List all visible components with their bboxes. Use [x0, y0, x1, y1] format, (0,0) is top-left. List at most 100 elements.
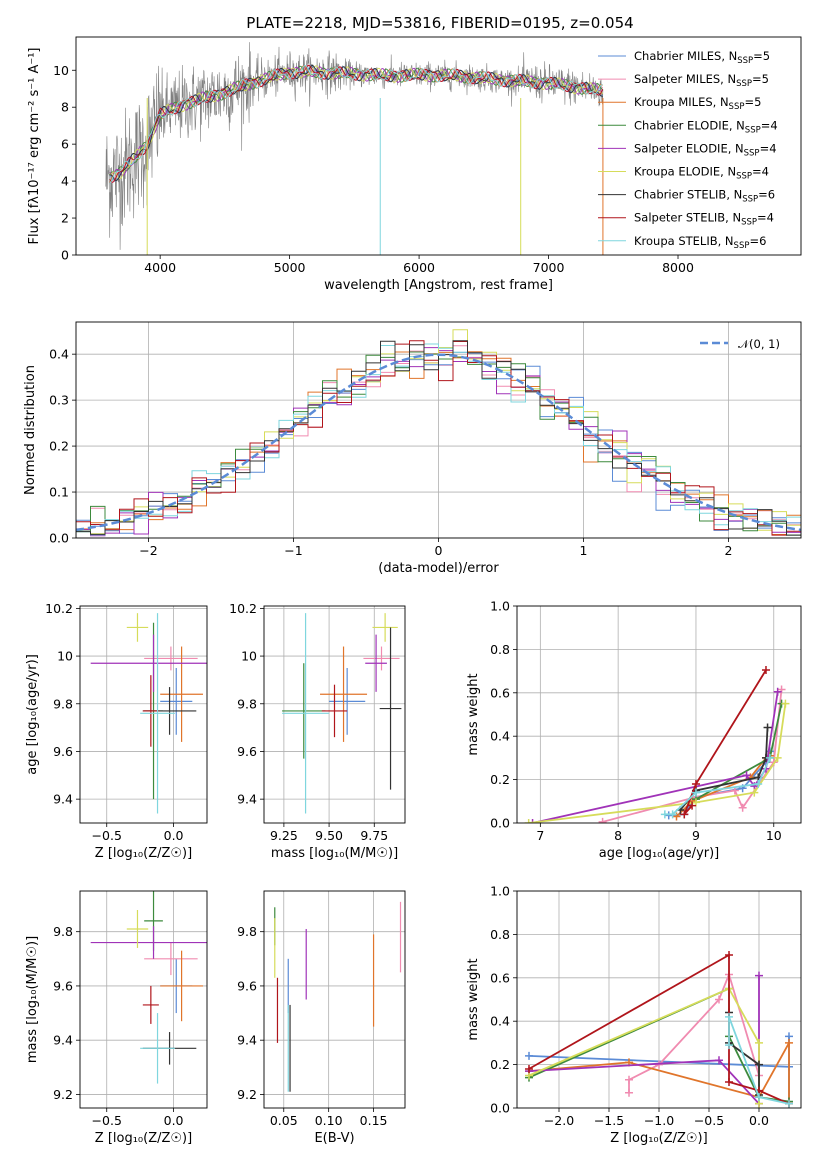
x-axis-label: Z [log₁₀(Z/Z☉)] — [95, 1131, 192, 1146]
weight-marker — [598, 817, 607, 823]
x-tick-label: 10 — [766, 828, 782, 843]
errorbar-point — [126, 909, 149, 948]
weight-marker — [754, 779, 763, 788]
weight-marker — [691, 779, 700, 788]
y-tick-label: 10 — [241, 649, 257, 664]
y-tick-label: 0.8 — [490, 927, 510, 942]
x-tick-label: 0.15 — [360, 1113, 388, 1128]
x-axis-label: Z [log₁₀(Z/Z☉)] — [95, 846, 192, 861]
errorbar-point — [365, 634, 387, 692]
errorbar-point — [160, 950, 203, 1022]
y-tick-label: 0.3 — [49, 393, 69, 408]
x-axis-label: wavelength [Angstrom, rest frame] — [324, 278, 553, 293]
weight-line — [602, 689, 783, 823]
x-tick-label: 8 — [614, 828, 622, 843]
weight-line — [528, 975, 760, 1107]
x-tick-label: −2.0 — [544, 1113, 574, 1128]
x-tick-label: 0.10 — [315, 1113, 343, 1128]
x-tick-label: 7000 — [533, 260, 565, 275]
errorbar-point — [321, 684, 348, 738]
y-tick-label: 10.2 — [229, 601, 257, 616]
x-tick-label: 5000 — [274, 260, 306, 275]
y-tick-label: 9.6 — [53, 744, 73, 759]
y-tick-label: 2 — [61, 211, 69, 226]
x-tick-label: 6000 — [403, 260, 435, 275]
legend-label: Chabrier STELIB, NSSP=6 — [634, 188, 775, 205]
x-tick-label: −0.5 — [92, 828, 122, 843]
weight-series — [525, 971, 763, 1108]
x-tick-label: −2 — [139, 543, 157, 558]
y-tick-label: 0 — [61, 248, 69, 263]
model-spectrum-series — [109, 65, 603, 176]
panel-spectrum: 4000 5000 6000 7000 8000 0 2 4 6 8 10 wavelength [A… — [27, 36, 802, 293]
y-axis-label: Normed distribution — [23, 365, 38, 495]
weight-marker — [725, 1012, 733, 1021]
legend-label: Kroupa STELIB, NSSP=6 — [634, 234, 766, 251]
weight-marker — [691, 788, 700, 797]
y-axis-label: age [log₁₀(age/yr)] — [25, 654, 40, 775]
weight-series — [660, 753, 774, 819]
weight-marker — [525, 1064, 533, 1073]
panel-residuals: −2 −1 0 1 2 0.0 0.1 0.2 0.3 0.4 (data-model)/error… — [23, 321, 802, 576]
weight-marker — [725, 1077, 733, 1086]
weight-marker — [773, 753, 782, 762]
weight-series — [625, 970, 763, 1097]
weight-marker — [680, 810, 689, 819]
legend-label: Chabrier MILES, NSSP=5 — [634, 49, 770, 66]
model-spectrum-series — [109, 64, 603, 182]
y-tick-label: 9.8 — [237, 924, 257, 939]
model-spectrum-series — [109, 64, 604, 183]
x-tick-label: 9 — [692, 828, 700, 843]
figure-title: PLATE=2218, MJD=53816, FIBERID=0195, z=0… — [246, 14, 633, 32]
panel-age-vs-mass: 9.25 9.50 9.75 9.4 9.6 9.8 10 10.2 mass [log₁₀(M… — [229, 601, 406, 861]
weight-marker — [755, 1060, 763, 1069]
errorbar-point — [160, 668, 193, 735]
axes-frame — [263, 890, 406, 1109]
y-tick-label: 9.6 — [237, 978, 257, 993]
axes-frame — [79, 890, 208, 1109]
y-tick-label: 9.4 — [53, 1033, 73, 1048]
weight-marker — [750, 788, 759, 797]
y-tick-label: 8 — [61, 100, 69, 115]
axes-frame — [516, 890, 802, 1109]
errorbar-point — [90, 634, 207, 692]
y-tick-label: 0.6 — [490, 970, 510, 985]
y-tick-label: 0.0 — [490, 1101, 510, 1116]
y-tick-label: 9.4 — [237, 1033, 257, 1048]
x-tick-label: 0.0 — [164, 828, 184, 843]
errorbar-point — [282, 613, 330, 814]
weight-marker — [660, 810, 669, 819]
legend-label: Salpeter MILES, NSSP=5 — [634, 72, 769, 89]
y-tick-label: 9.4 — [53, 792, 73, 807]
weight-marker — [715, 995, 723, 1004]
weight-marker — [781, 699, 790, 708]
x-tick-label: 9.25 — [270, 828, 298, 843]
weight-marker — [664, 811, 673, 820]
y-tick-label: 9.8 — [53, 696, 73, 711]
y-tick-label: 0.6 — [490, 685, 510, 700]
legend-label: Chabrier ELODIE, NSSP=4 — [634, 118, 778, 135]
axes-frame — [516, 605, 802, 824]
weight-marker — [765, 753, 774, 762]
y-tick-label: 0.0 — [49, 531, 69, 546]
weight-marker — [785, 1099, 793, 1108]
plot-area — [264, 606, 405, 823]
legend-label: Salpeter STELIB, NSSP=4 — [634, 211, 774, 228]
x-tick-label: 0.05 — [270, 1113, 298, 1128]
weight-line — [528, 987, 760, 1104]
weight-marker — [725, 1041, 733, 1050]
x-axis-label: Z [log₁₀(Z/Z☉)] — [610, 1131, 707, 1146]
y-tick-label: 9.8 — [237, 696, 257, 711]
weight-line — [628, 971, 760, 1093]
weight-marker — [524, 819, 533, 823]
weight-marker — [525, 1051, 533, 1060]
errorbar-point — [144, 646, 198, 671]
x-tick-label: −0.5 — [92, 1113, 122, 1128]
weight-marker — [625, 1088, 633, 1097]
panel-age-vs-Z: −0.5 0.0 9.4 9.6 9.8 10 10.2 Z [log₁₀(Z/Z☉)] age… — [25, 601, 208, 861]
x-tick-label: 8000 — [662, 260, 694, 275]
x-tick-label: 0 — [435, 543, 443, 558]
errorbar-point — [329, 668, 366, 735]
weight-marker — [688, 801, 697, 810]
